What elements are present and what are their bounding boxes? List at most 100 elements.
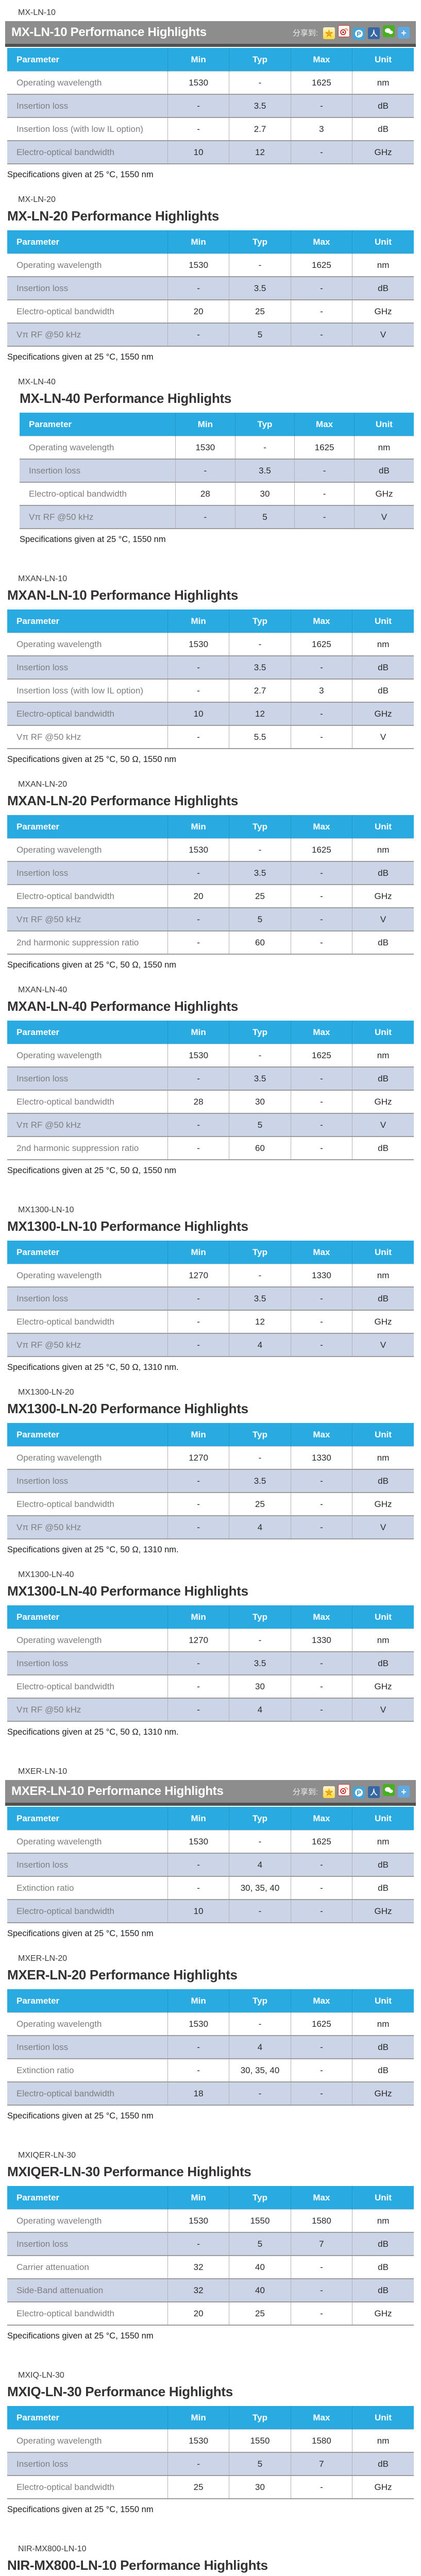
spec-footnote: Specifications given at 25 °C, 1550 nm <box>7 2111 154 2121</box>
product-section: MX1300-LN-40 MX1300-LN-40 Performance Hi… <box>0 1555 421 1737</box>
spec-value: 7 <box>290 2232 352 2256</box>
spec-value: dB <box>352 2059 414 2082</box>
sina-weibo-icon[interactable] <box>338 1784 350 1796</box>
spec-value: GHz <box>352 1900 414 1923</box>
column-header-parameter: Parameter <box>7 2186 168 2210</box>
parameter-name: Electro-optical bandwidth <box>16 1906 114 1916</box>
spec-value: - <box>229 1264 291 1287</box>
spec-value: - <box>290 908 352 931</box>
section-gap <box>0 2121 421 2151</box>
column-header-min: Min <box>167 1021 229 1044</box>
spec-row: Insertion loss -3.5- dB <box>7 1287 414 1310</box>
spec-value: - <box>290 2082 352 2105</box>
spec-value: 1625 <box>290 71 352 94</box>
renren-icon[interactable]: 人 <box>368 1786 380 1799</box>
section-title: MX-LN-10 Performance Highlights <box>11 25 207 39</box>
spec-value: 10 <box>167 1900 229 1923</box>
tencent-weibo-icon[interactable]: P <box>353 1787 365 1799</box>
spec-value: 5 <box>229 1113 291 1137</box>
spec-value: 12 <box>229 141 291 164</box>
column-header-unit: Unit <box>352 815 414 839</box>
spec-value: - <box>167 679 229 702</box>
spec-table: Parameter Min Typ Max Unit Operating wavelen… <box>7 1021 414 1160</box>
column-header-parameter: Parameter <box>7 609 168 633</box>
spec-value: V <box>352 1516 414 1539</box>
spec-value: nm <box>352 1629 414 1652</box>
spec-value: - <box>167 1310 229 1333</box>
spec-value: 1530 <box>167 2012 229 2036</box>
spec-value: GHz <box>353 482 414 505</box>
spec-value: - <box>290 277 352 300</box>
share-more-icon[interactable]: + <box>398 27 410 39</box>
spec-row: Operating wavelength 1530 1550 1580 nm <box>7 2209 414 2232</box>
spec-row: Insertion loss -3.5- dB <box>7 1652 414 1675</box>
product-section: MXIQER-LN-30 MXIQER-LN-30 Performance Hi… <box>0 2121 421 2341</box>
spec-value: - <box>290 1876 352 1900</box>
section-title: MX1300-LN-20 Performance Highlights <box>7 1401 248 1416</box>
qzone-icon[interactable]: ★ <box>323 27 335 39</box>
spec-value: - <box>290 702 352 725</box>
table-header-row: Parameter Min Typ Max Unit <box>20 413 414 436</box>
spec-value: dB <box>352 1652 414 1675</box>
parameter-name: Vπ RF @50 kHz <box>16 1120 81 1130</box>
product-label: MX1300-LN-20 <box>18 1388 74 1397</box>
spec-value: dB <box>352 931 414 954</box>
spec-value: 3.5 <box>229 861 291 885</box>
spec-value: 3.5 <box>229 1652 291 1675</box>
spec-footnote: Specifications given at 25 °C, 50 Ω, 131… <box>7 1727 179 1737</box>
table-header-row: Parameter Min Typ Max Unit <box>7 1241 414 1264</box>
spec-value: 3.5 <box>229 94 291 117</box>
product-label: MXAN-LN-20 <box>18 780 68 789</box>
parameter-name: Insertion loss <box>16 1859 69 1870</box>
spec-value: 3.5 <box>229 277 291 300</box>
spec-value: - <box>290 1137 352 1160</box>
tencent-weibo-icon[interactable]: P <box>353 28 365 40</box>
spec-value: - <box>290 1698 352 1721</box>
spec-value: 5 <box>229 2232 291 2256</box>
spec-value: - <box>290 1853 352 1876</box>
column-header-parameter: Parameter <box>7 1241 168 1264</box>
column-header-unit: Unit <box>352 2186 414 2210</box>
parameter-name: Insertion loss <box>16 1293 69 1303</box>
product-label: MXAN-LN-40 <box>18 986 68 994</box>
renren-icon[interactable]: 人 <box>368 27 380 40</box>
column-header-unit: Unit <box>352 2406 414 2430</box>
spec-value: 7 <box>290 2452 352 2476</box>
parameter-name: Electro-optical bandwidth <box>16 2308 114 2318</box>
sina-weibo-icon[interactable] <box>338 25 350 37</box>
table-header-row: Parameter Min Typ Max Unit <box>7 609 414 633</box>
column-header-typ: Typ <box>229 1605 291 1629</box>
spec-value: - <box>290 725 352 749</box>
spec-row: Insertion loss -4- dB <box>7 2036 414 2059</box>
parameter-name: Vπ RF @50 kHz <box>16 329 81 340</box>
spec-value: - <box>290 1652 352 1675</box>
spec-value: - <box>167 656 229 679</box>
column-header-typ: Typ <box>229 609 291 633</box>
spec-value: nm <box>352 2429 414 2452</box>
qzone-icon[interactable]: ★ <box>323 1786 335 1798</box>
spec-value: - <box>290 1067 352 1090</box>
parameter-name: Insertion loss <box>16 2239 69 2249</box>
spec-value: 3.5 <box>229 1469 291 1493</box>
spec-value: - <box>294 505 355 529</box>
spec-value: GHz <box>352 1675 414 1698</box>
spec-footnote: Specifications given at 25 °C, 50 Ω, 131… <box>7 1545 179 1554</box>
spec-value: 3.5 <box>229 1067 291 1090</box>
wechat-icon[interactable] <box>383 1784 395 1796</box>
parameter-name: Operating wavelength <box>16 2435 102 2446</box>
spec-row: Vπ RF @50 kHz -5.5- V <box>7 725 414 749</box>
spec-value: 5 <box>229 2452 291 2476</box>
spec-value: GHz <box>352 1493 414 1516</box>
share-more-icon[interactable]: + <box>398 1786 410 1798</box>
wechat-icon[interactable] <box>383 25 395 37</box>
spec-value: - <box>167 2059 229 2082</box>
spec-row: Electro-optical bandwidth 28 30- GHz <box>20 482 414 505</box>
product-label: MXIQER-LN-30 <box>18 2151 76 2160</box>
spec-value: - <box>290 2302 352 2325</box>
spec-footnote: Specifications given at 25 °C, 1550 nm <box>7 2331 154 2341</box>
section-title: MXIQ-LN-30 Performance Highlights <box>7 2384 233 2399</box>
section-gap <box>0 2515 421 2545</box>
parameter-name: Electro-optical bandwidth <box>16 2482 114 2492</box>
spec-value: - <box>290 1287 352 1310</box>
spec-value: - <box>290 1516 352 1539</box>
